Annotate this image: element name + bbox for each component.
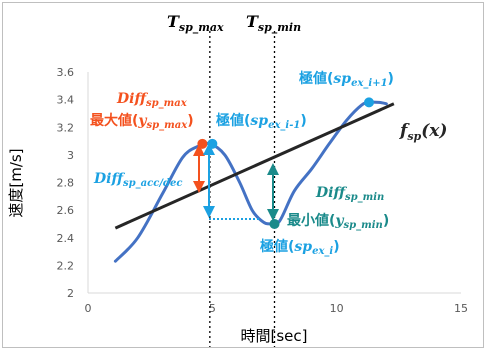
ex-im1-label: 極値(spex_i-1) — [216, 112, 307, 131]
x-tick-label: 5 — [209, 302, 216, 315]
y-tick-label: 3 — [67, 149, 74, 162]
x-tick-labels: 0 5 10 15 — [85, 302, 469, 315]
diff-max-label: Diffsp_max — [116, 91, 188, 109]
max-value-label: 最大値(ysp_max) — [90, 112, 194, 131]
y-tick-label: 3.4 — [57, 94, 75, 107]
speed-curve — [113, 100, 388, 263]
point-max — [197, 138, 208, 149]
y-tick-label: 2.4 — [57, 232, 75, 245]
x-tick-label: 10 — [330, 302, 344, 315]
min-value-label: 最小値(ysp_min) — [287, 212, 389, 231]
y-tick-label: 3.6 — [57, 66, 75, 79]
ex-ip1-label: 極値(spex_i+1) — [299, 70, 394, 89]
point-ex_i — [269, 218, 280, 229]
y-axis-title: 速度[m/s] — [7, 148, 25, 217]
y-tick-label: 2.6 — [57, 204, 75, 217]
y-tick-label: 2 — [67, 287, 74, 300]
t-min-label: Tsp_min — [246, 12, 301, 35]
ex-i-label: 極値(spex_i) — [260, 238, 340, 257]
x-tick-label: 15 — [454, 302, 468, 315]
x-tick-label: 0 — [85, 302, 92, 315]
diff-min-label: Diffsp_min — [315, 185, 384, 203]
y-tick-label: 2.2 — [57, 259, 75, 272]
y-tick-label: 3.2 — [57, 121, 75, 134]
t-max-label: Tsp_max — [167, 12, 224, 35]
trend-line-fsp — [114, 102, 395, 230]
fsp-label: fsp(x) — [399, 121, 447, 143]
y-tick-label: 2.8 — [57, 177, 75, 190]
point-ex_i-1 — [207, 138, 218, 149]
y-tick-labels: 2 2.2 2.4 2.6 2.8 3 3.2 3.4 3.6 — [57, 66, 75, 300]
diff-acc-label: Diffsp_acc/dec — [93, 171, 182, 189]
extremum-points — [197, 97, 374, 229]
annotation-arrows — [193, 143, 279, 221]
point-ex_i+1 — [363, 97, 374, 108]
